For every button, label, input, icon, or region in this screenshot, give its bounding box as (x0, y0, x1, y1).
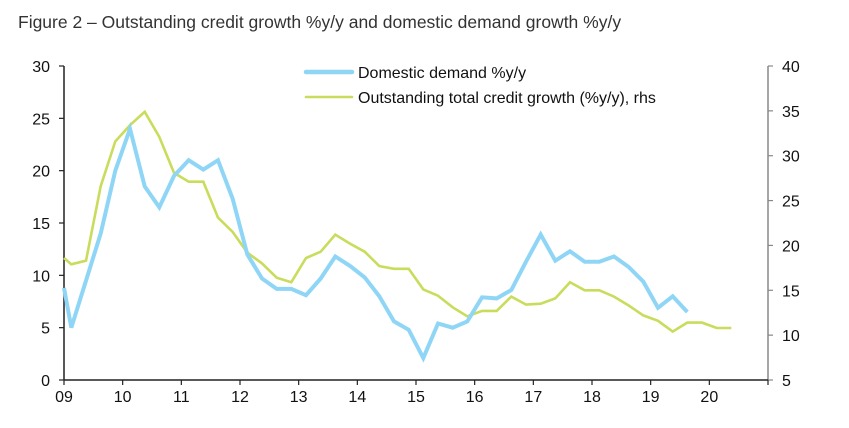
x-tick-label: 16 (466, 389, 484, 406)
left-tick-label: 5 (41, 321, 50, 338)
credit-growth-line (63, 109, 732, 334)
x-tick-label: 12 (231, 389, 249, 406)
right-tick-label: 5 (782, 373, 791, 390)
x-tick-label: 17 (524, 389, 542, 406)
x-tick-label: 09 (55, 389, 73, 406)
right-tick-label: 30 (782, 149, 800, 166)
right-tick-label: 35 (782, 104, 800, 121)
right-tick-label: 25 (782, 194, 800, 211)
left-tick-label: 0 (41, 373, 50, 390)
right-tick-label: 20 (782, 238, 800, 255)
left-tick-label: 15 (32, 216, 50, 233)
x-tick-label: 15 (407, 389, 425, 406)
left-tick-label: 10 (32, 268, 50, 285)
x-tick-label: 18 (583, 389, 601, 406)
chart-title: Figure 2 – Outstanding credit growth %y/… (18, 12, 622, 32)
right-tick-label: 40 (782, 59, 800, 76)
left-tick-label: 25 (32, 111, 50, 128)
x-tick-label: 11 (173, 389, 190, 406)
left-tick-label: 20 (32, 164, 50, 181)
x-tick-label: 10 (114, 389, 132, 406)
right-tick-label: 15 (782, 283, 800, 300)
legend-label: Domestic demand %y/y (358, 65, 526, 82)
legend-label: Outstanding total credit growth (%y/y), … (358, 90, 656, 107)
right-tick-label: 10 (782, 328, 800, 345)
x-tick-label: 13 (290, 389, 308, 406)
left-tick-label: 30 (32, 59, 50, 76)
domestic-demand-line (62, 121, 689, 363)
x-tick-label: 20 (700, 389, 718, 406)
x-tick-label: 14 (348, 389, 366, 406)
x-tick-label: 19 (642, 389, 660, 406)
